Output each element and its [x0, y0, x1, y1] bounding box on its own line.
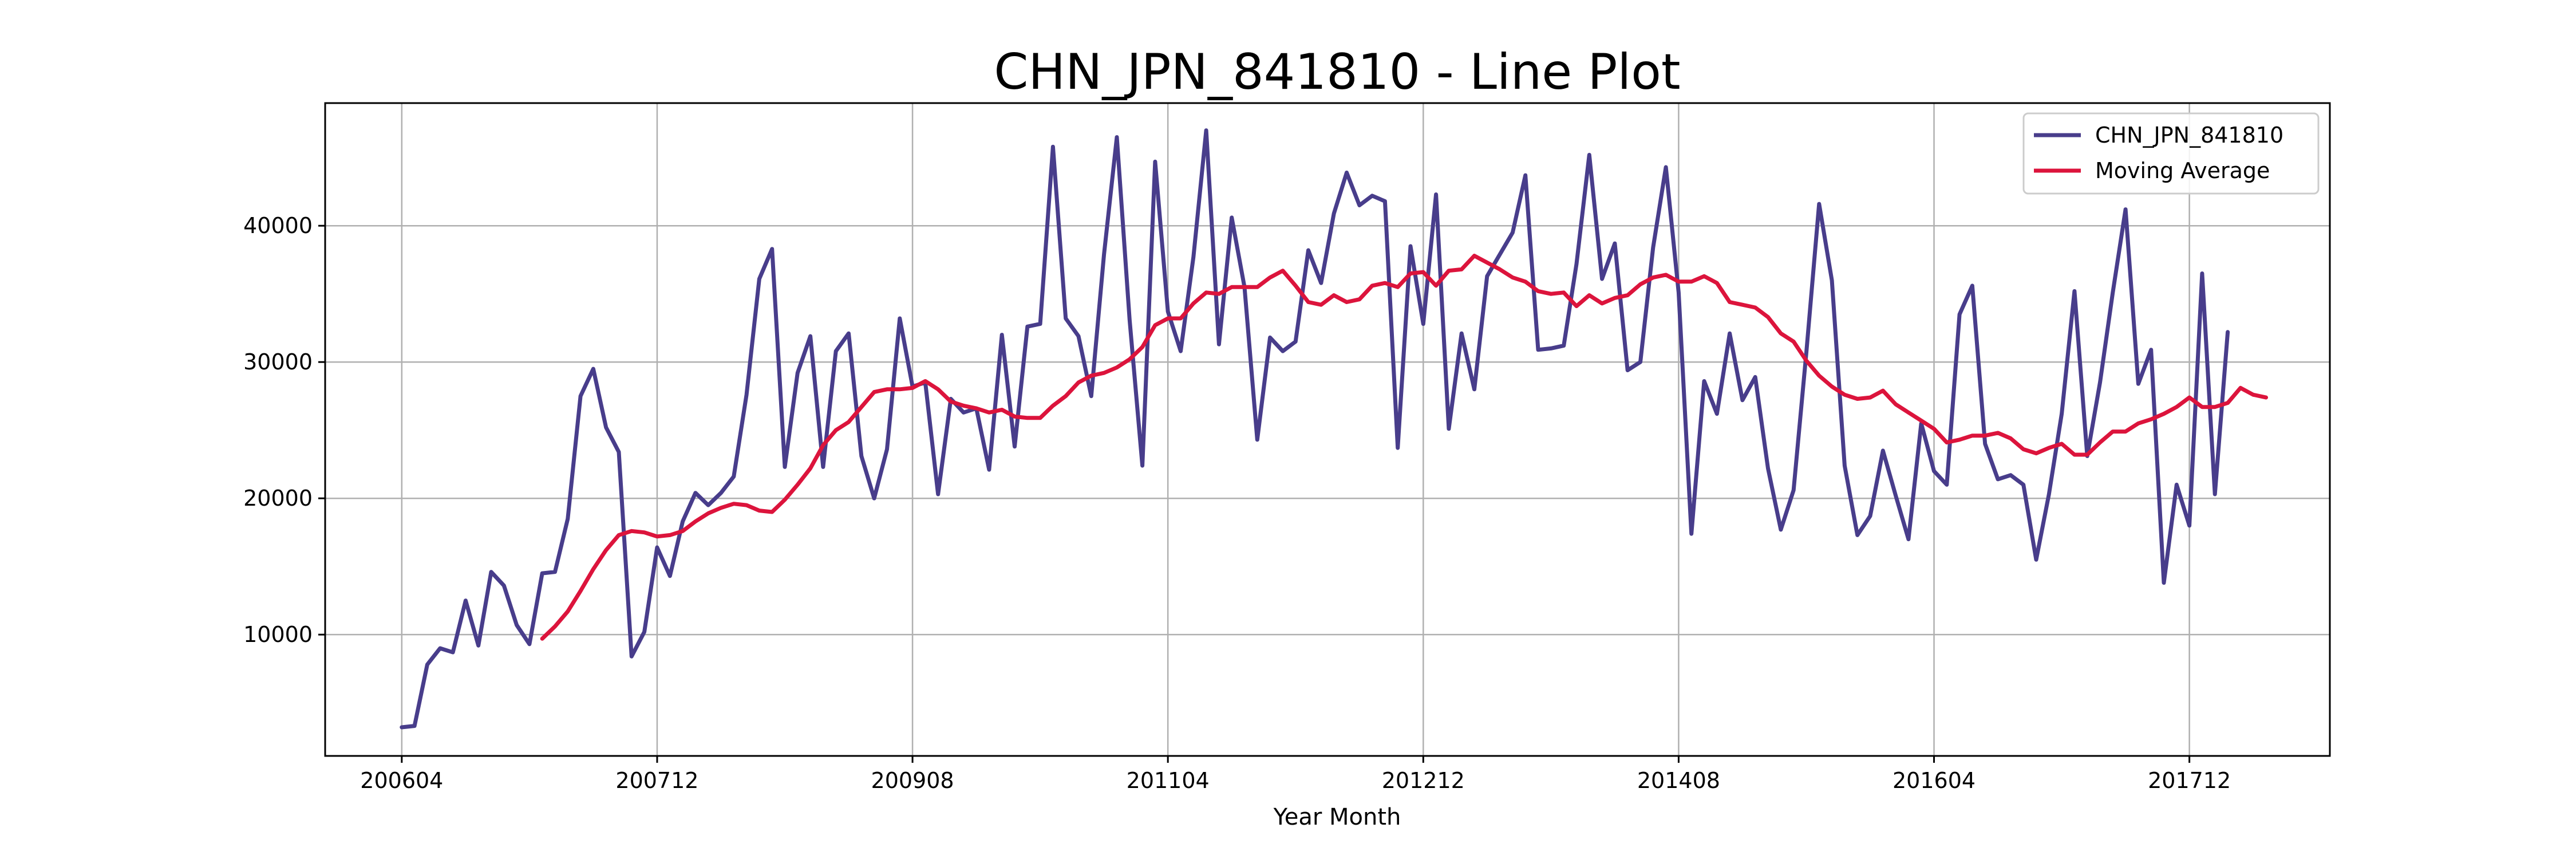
x-tick-label: 201712 — [2148, 768, 2231, 793]
series-line-1 — [540, 254, 2268, 641]
y-tick-label: 40000 — [243, 213, 313, 238]
x-axis-label: Year Month — [1273, 804, 1401, 830]
x-tick-label: 201408 — [1637, 768, 1720, 793]
x-tick-label: 201604 — [1893, 768, 1976, 793]
legend-box — [2022, 112, 2320, 195]
legend: CHN_JPN_841810 Moving Average — [2022, 112, 2320, 195]
x-tick-label: 200604 — [360, 768, 443, 793]
axis-ticks: 200604 200712 200908 201104 201212 201408 2016… — [243, 213, 2231, 793]
x-tick-label: 201104 — [1127, 768, 1210, 793]
x-tick-label: 201212 — [1382, 768, 1465, 793]
x-tick-label: 200908 — [871, 768, 954, 793]
series-lines — [400, 128, 2268, 730]
legend-label: CHN_JPN_841810 — [2095, 123, 2283, 148]
plot-frame — [324, 102, 2331, 757]
grid — [325, 103, 2330, 756]
y-tick-label: 30000 — [243, 349, 313, 375]
legend-label: Moving Average — [2095, 158, 2270, 183]
chart-title: CHN_JPN_841810 - Line Plot — [994, 44, 1680, 101]
y-tick-label: 10000 — [243, 622, 313, 647]
series-line-0 — [400, 128, 2230, 730]
y-tick-label: 20000 — [243, 486, 313, 511]
x-tick-label: 200712 — [615, 768, 698, 793]
